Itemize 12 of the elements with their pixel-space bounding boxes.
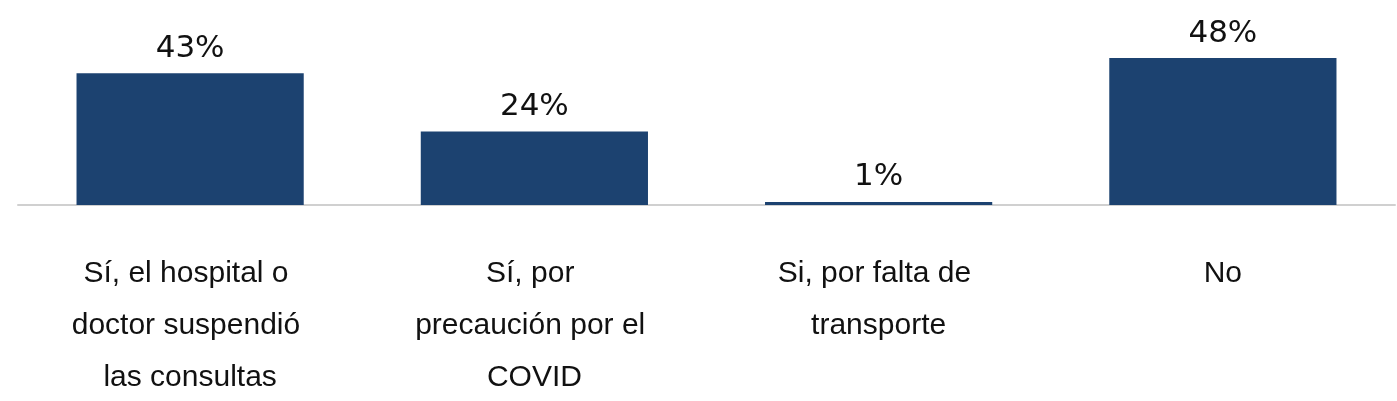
data-label: 48% <box>1188 12 1258 49</box>
bar <box>420 131 648 205</box>
x-tick-label: Sí, por precaución por el COVID <box>415 254 654 392</box>
data-label: 24% <box>499 86 569 122</box>
x-tick-label: Si, por falta de transporte <box>777 254 980 340</box>
bar <box>1109 58 1337 205</box>
bar <box>765 201 993 205</box>
x-tick-label: No <box>1203 254 1243 288</box>
data-label: 1% <box>854 156 904 193</box>
x-tick-label: Sí, el hospital o doctor suspendió las consultas <box>71 254 309 392</box>
bar <box>76 73 304 205</box>
data-label: 43% <box>155 27 225 64</box>
